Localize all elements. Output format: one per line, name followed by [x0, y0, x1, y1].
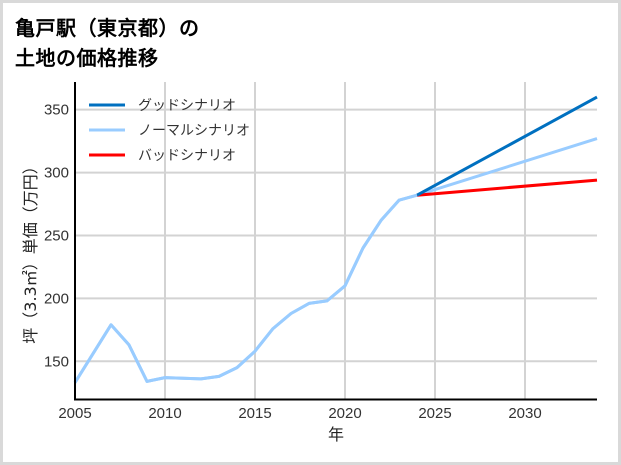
y-tick-label: 250: [44, 227, 69, 244]
legend-label: グッドシナリオ: [138, 98, 236, 114]
x-tick-label: 2005: [58, 405, 91, 422]
historical-line: [73, 193, 418, 384]
chart-title-line-2: 土地の価格推移: [15, 46, 159, 70]
y-tick-label: 350: [44, 102, 69, 119]
x-tick-label: 2025: [418, 405, 451, 422]
y-tick-label: 200: [44, 290, 69, 307]
legend-label: ノーマルシナリオ: [138, 123, 250, 139]
x-axis-label: 年: [328, 425, 344, 444]
x-tick-label: 2020: [328, 405, 361, 422]
x-tick-label: 2015: [238, 405, 271, 422]
gridlines: [75, 82, 597, 399]
x-tick-label: 2010: [148, 405, 181, 422]
series-line-2: [416, 178, 598, 197]
chart-title-line-1: 亀戸駅（東京都）の: [15, 16, 200, 40]
x-tick-label: 2030: [508, 405, 541, 422]
y-axis-label: 坪（3.3㎡）単価（万円）: [21, 158, 40, 343]
data-series: [73, 95, 598, 384]
chart-title: 亀戸駅（東京都）の 土地の価格推移: [15, 13, 200, 73]
y-tick-labels: 150 200 250 300 350: [44, 102, 69, 371]
y-tick-label: 150: [44, 353, 69, 370]
axes: [74, 82, 597, 401]
legend-label: バッドシナリオ: [138, 148, 236, 164]
series-line-1: [73, 137, 598, 384]
series-line-0: [416, 95, 598, 197]
x-tick-labels: 2005 2010 2015 2020 2025 2030: [58, 405, 541, 422]
y-tick-label: 300: [44, 165, 69, 182]
